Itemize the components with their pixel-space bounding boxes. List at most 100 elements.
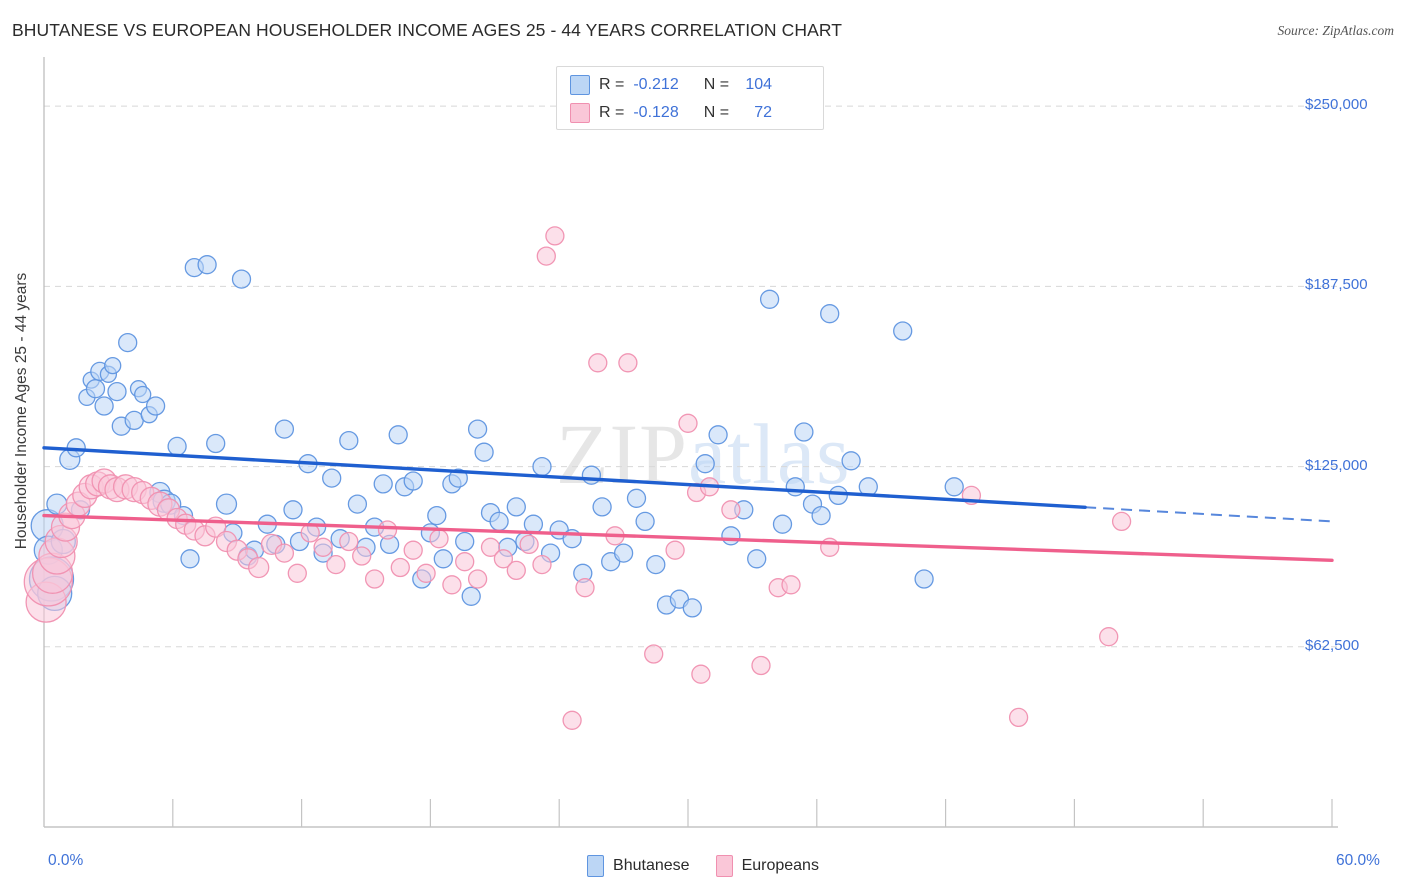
data-point — [480, 537, 501, 557]
data-point — [562, 710, 582, 730]
data-point — [747, 549, 767, 569]
data-point — [695, 454, 715, 474]
data-point — [721, 526, 741, 546]
data-point — [781, 575, 801, 595]
data-point — [274, 543, 295, 563]
legend-label-europeans: Europeans — [741, 857, 819, 874]
data-point — [532, 456, 552, 477]
data-point — [448, 468, 468, 488]
r-value-europeans: -0.128 — [633, 104, 679, 121]
data-point — [388, 425, 408, 445]
data-point — [283, 500, 303, 520]
data-point — [536, 246, 556, 266]
r-value-bhutanese: -0.212 — [633, 76, 679, 93]
data-point — [665, 540, 685, 560]
legend-item-europeans[interactable]: Europeans — [715, 855, 819, 877]
data-point — [455, 531, 475, 552]
data-point — [461, 586, 481, 606]
y-axis-tick-label: $187,500 — [1305, 276, 1368, 294]
y-axis-tick-label: $250,000 — [1305, 96, 1368, 114]
source-attribution: Source: ZipAtlas.com — [1277, 23, 1394, 38]
data-point — [592, 497, 612, 517]
x-axis-tick-max: 60.0% — [1336, 852, 1380, 869]
data-point — [691, 664, 711, 684]
data-point — [506, 497, 526, 517]
data-point — [811, 505, 831, 526]
data-point — [493, 549, 514, 569]
data-point — [721, 500, 741, 520]
n-value-europeans: 72 — [754, 104, 773, 121]
data-point — [893, 321, 913, 341]
data-point — [772, 514, 793, 534]
data-point — [442, 575, 462, 595]
legend-label-bhutanese: Bhutanese — [613, 857, 690, 874]
data-point — [519, 534, 539, 555]
stats-row-bhutanese: R = -0.212 N = 104 — [570, 71, 772, 99]
data-point — [708, 425, 728, 445]
r-label-bhutanese: R = — [599, 76, 625, 93]
data-point — [532, 554, 552, 575]
data-point — [373, 474, 393, 494]
data-point — [180, 549, 200, 569]
data-point — [467, 419, 488, 439]
data-point — [467, 569, 488, 589]
data-point — [377, 520, 398, 540]
data-point — [104, 356, 122, 375]
legend-swatch-icon-bhutanese — [587, 855, 605, 877]
data-point — [287, 563, 307, 583]
data-point — [429, 529, 449, 549]
trendline-europeans — [42, 513, 1334, 562]
data-point — [118, 332, 138, 353]
data-point — [339, 430, 359, 451]
data-point — [352, 546, 372, 566]
data-point — [820, 304, 840, 324]
data-point — [523, 514, 544, 534]
data-point — [759, 289, 780, 309]
data-point — [416, 563, 436, 583]
y-axis-tick-label: $125,000 — [1305, 456, 1368, 474]
data-point — [231, 269, 252, 289]
data-point — [646, 554, 666, 575]
swatch-icon-europeans — [570, 103, 590, 123]
data-point — [644, 644, 664, 664]
data-point — [107, 381, 127, 402]
legend-item-bhutanese[interactable]: Bhutanese — [587, 855, 690, 877]
data-point — [545, 226, 565, 246]
data-point — [145, 396, 166, 416]
data-point — [841, 451, 861, 471]
data-point — [1099, 627, 1119, 647]
data-point — [403, 540, 423, 560]
data-point — [215, 493, 238, 515]
data-point — [347, 494, 368, 514]
data-point — [489, 511, 509, 532]
data-point — [575, 578, 595, 598]
n-label-europeans: N = — [703, 104, 730, 121]
data-point — [581, 465, 602, 485]
r-label-europeans: R = — [599, 104, 625, 121]
legend-swatch-icon-europeans — [715, 855, 733, 877]
data-point — [455, 552, 475, 572]
data-point — [613, 543, 634, 563]
data-point — [682, 598, 702, 618]
trendline-bhutanese — [42, 446, 1087, 509]
stats-row-europeans: R = -0.128 N = 72 — [570, 99, 772, 127]
y-axis-tick-label: $62,500 — [1305, 636, 1360, 654]
n-value-bhutanese: 104 — [745, 76, 773, 93]
data-point — [1008, 707, 1029, 728]
data-point — [914, 569, 934, 589]
data-point — [339, 531, 359, 552]
data-point — [364, 569, 385, 589]
series-legend: Bhutanese Europeans — [0, 851, 1406, 881]
trendline-extrapolated-bhutanese — [1085, 506, 1333, 523]
data-point — [390, 557, 410, 578]
data-point — [94, 396, 114, 416]
data-point — [828, 485, 848, 506]
data-point — [322, 468, 342, 488]
data-point — [248, 556, 270, 579]
data-point — [167, 436, 187, 457]
data-point — [751, 655, 771, 676]
x-axis-tick-min: 0.0% — [48, 852, 84, 869]
data-point — [197, 255, 217, 275]
data-point — [678, 413, 698, 433]
